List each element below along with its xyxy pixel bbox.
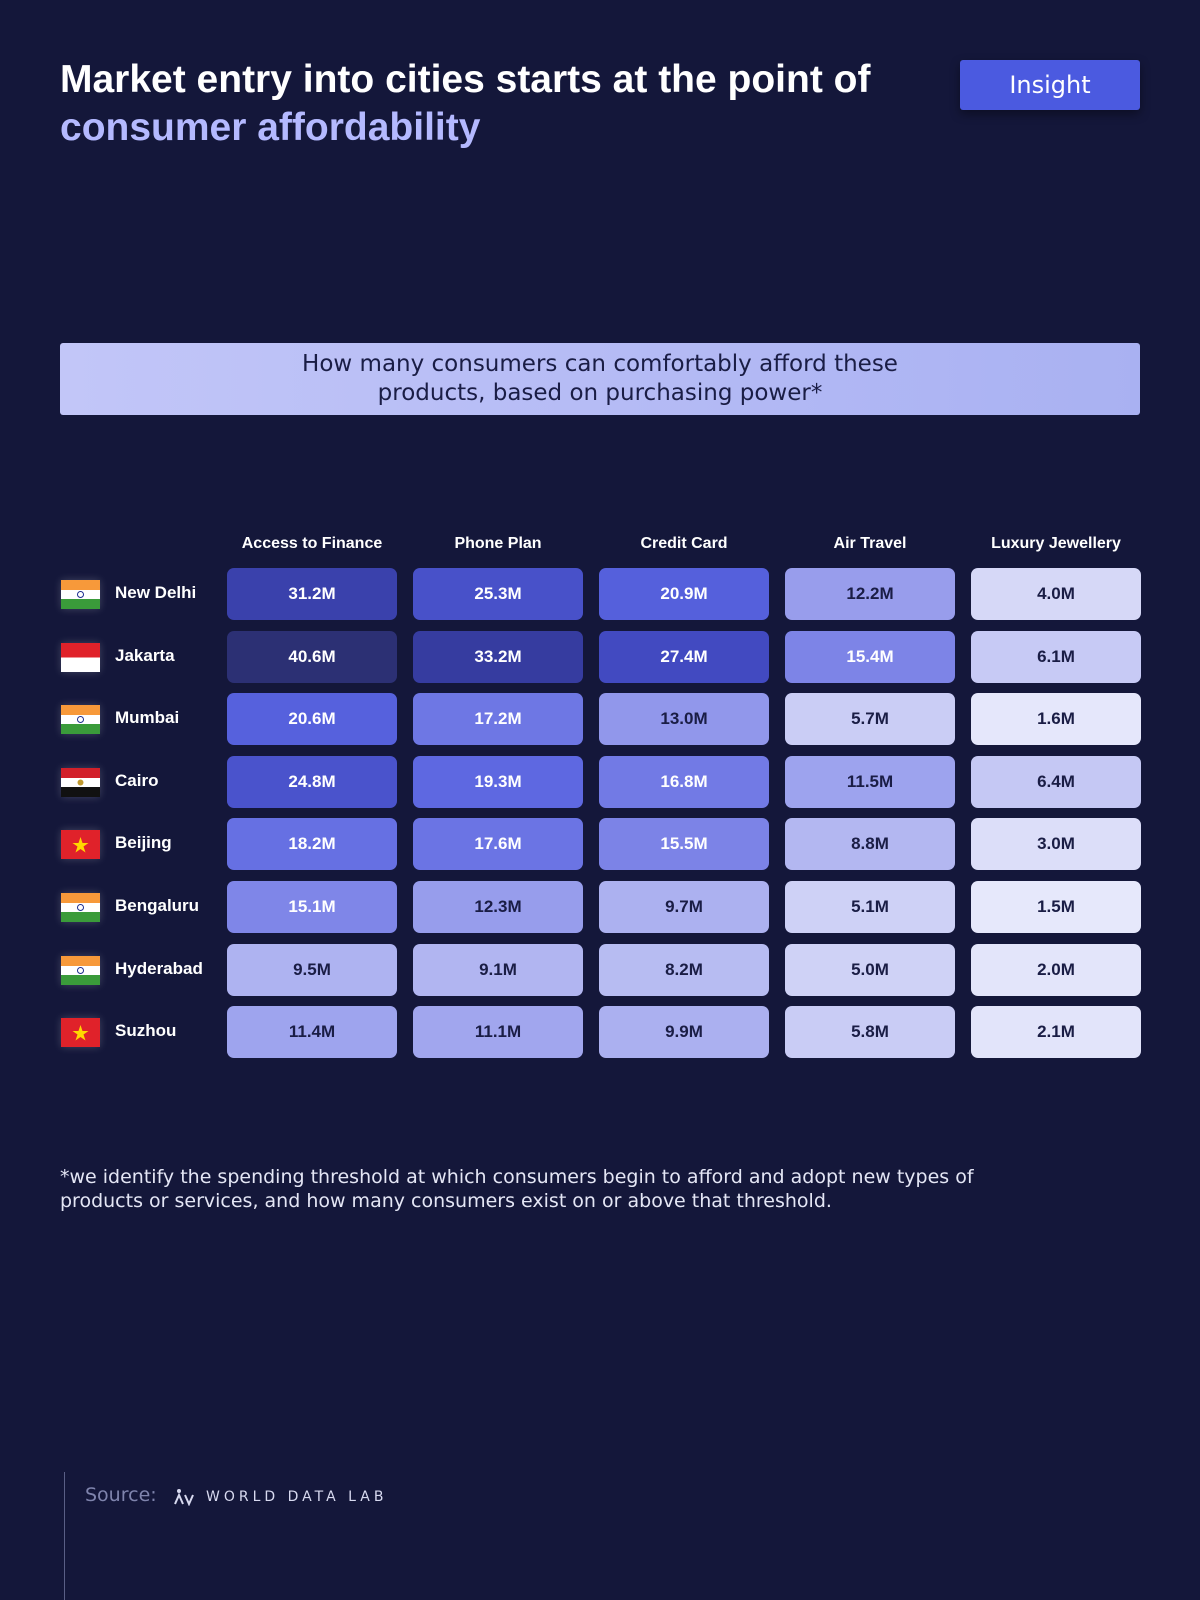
- value-cell: 24.8M: [227, 755, 397, 808]
- city-name: Bengaluru: [115, 896, 200, 915]
- value-cell: 15.1M: [227, 881, 397, 933]
- value-cell: 2.0M: [971, 943, 1141, 996]
- flag-icon: [61, 830, 100, 860]
- value-cell: 6.4M: [971, 755, 1141, 808]
- value-cell: 5.7M: [785, 693, 955, 746]
- value-cell: 12.3M: [413, 881, 583, 933]
- value-cell: 15.4M: [785, 630, 955, 683]
- city-name: Cairo: [115, 770, 159, 790]
- value-cell: 16.8M: [599, 755, 769, 808]
- city-name: Beijing: [115, 833, 172, 853]
- value-cell: 33.2M: [413, 630, 583, 683]
- source-label: Source:: [85, 1484, 157, 1506]
- value-cell: 19.3M: [413, 755, 583, 808]
- footnote: *we identify the spending threshold at w…: [60, 1166, 974, 1212]
- flag-icon: [61, 580, 100, 609]
- brand-logo: [174, 1489, 194, 1506]
- source-brand: WORLD DATA LAB: [206, 1489, 388, 1505]
- column-header: Credit Card: [640, 535, 728, 552]
- value-cell: 5.8M: [785, 1006, 955, 1059]
- column-header: Luxury Jewellery: [991, 535, 1121, 552]
- value-cell: 2.1M: [971, 1006, 1141, 1059]
- value-cell: 13.0M: [599, 693, 769, 746]
- value-cell: 9.9M: [599, 1006, 769, 1059]
- flag-icon: [61, 955, 100, 985]
- value-cell: 1.5M: [971, 881, 1141, 933]
- value-cell: 17.6M: [413, 818, 583, 871]
- value-cell: 15.5M: [599, 818, 769, 871]
- value-cell: 25.3M: [413, 568, 583, 620]
- value-cell: 9.5M: [227, 943, 397, 996]
- value-cell: 20.6M: [227, 693, 397, 746]
- value-cell: 9.7M: [599, 881, 769, 933]
- flag-icon: [61, 1018, 100, 1048]
- value-cell: 11.5M: [785, 755, 955, 808]
- city-name: Hyderabad: [115, 958, 203, 978]
- value-cell: 5.1M: [785, 881, 955, 933]
- city-name: Mumbai: [115, 708, 180, 728]
- value-cell: 20.9M: [599, 568, 769, 620]
- flag-icon: [61, 642, 100, 672]
- city-name: New Delhi: [115, 583, 197, 602]
- title: Market entry into cities starts at the p…: [60, 56, 940, 152]
- value-cell: 18.2M: [227, 818, 397, 871]
- value-cell: 3.0M: [971, 818, 1141, 871]
- value-cell: 17.2M: [413, 693, 583, 746]
- divider: [64, 1472, 65, 1600]
- column-header: Access to Finance: [241, 535, 383, 552]
- value-cell: 8.2M: [599, 943, 769, 996]
- value-cell: 4.0M: [971, 568, 1141, 620]
- value-cell: 9.1M: [413, 943, 583, 996]
- value-cell: 11.1M: [413, 1006, 583, 1059]
- city-name: Jakarta: [115, 645, 175, 665]
- value-cell: 40.6M: [227, 630, 397, 683]
- value-cell: 6.1M: [971, 630, 1141, 683]
- value-cell: 12.2M: [785, 568, 955, 620]
- badge[interactable]: Insight: [960, 60, 1140, 110]
- value-cell: 5.0M: [785, 943, 955, 996]
- column-header: Air Travel: [833, 535, 907, 552]
- title-highlight: consumer affordability: [60, 106, 481, 149]
- flag-icon: [61, 767, 100, 797]
- value-cell: 8.8M: [785, 818, 955, 871]
- value-cell: 31.2M: [227, 568, 397, 620]
- subtitle: How many consumers can comfortably affor…: [60, 343, 1140, 415]
- title-start: Market entry into cities starts at the p…: [60, 58, 871, 101]
- value-cell: 1.6M: [971, 693, 1141, 746]
- value-cell: 11.4M: [227, 1006, 397, 1059]
- city-name: Suzhou: [115, 1021, 177, 1041]
- flag-icon: [61, 705, 100, 735]
- flag-icon: [61, 893, 100, 922]
- column-header: Phone Plan: [454, 535, 542, 552]
- value-cell: 27.4M: [599, 630, 769, 683]
